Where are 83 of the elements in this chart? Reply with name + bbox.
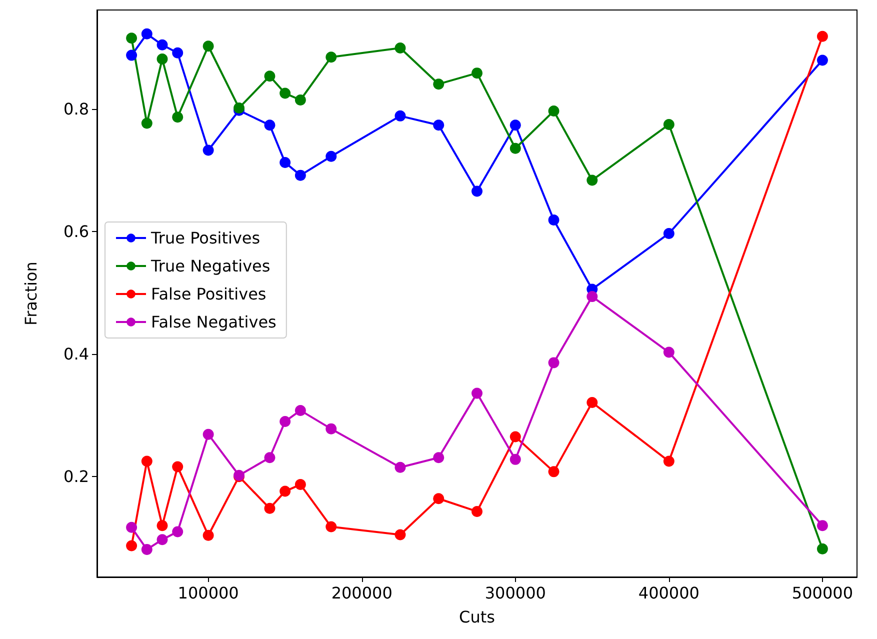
point bbox=[280, 156, 291, 168]
point bbox=[663, 456, 674, 467]
point bbox=[548, 106, 560, 117]
point bbox=[294, 404, 306, 416]
point bbox=[141, 544, 152, 555]
point bbox=[141, 28, 152, 40]
point bbox=[394, 110, 406, 122]
point bbox=[264, 120, 276, 131]
point bbox=[326, 521, 337, 532]
point bbox=[510, 142, 521, 154]
point bbox=[234, 102, 245, 114]
legend-label: False Positives bbox=[151, 284, 266, 304]
point bbox=[326, 52, 337, 63]
point bbox=[156, 53, 168, 64]
point bbox=[156, 534, 168, 546]
point bbox=[816, 543, 828, 554]
point bbox=[141, 118, 152, 129]
point bbox=[816, 54, 828, 66]
point bbox=[433, 78, 444, 90]
point bbox=[141, 456, 152, 467]
point bbox=[548, 466, 560, 478]
point bbox=[156, 39, 168, 50]
point bbox=[472, 388, 482, 399]
point bbox=[156, 520, 168, 532]
point bbox=[510, 454, 521, 465]
x-tick-label: 200000 bbox=[331, 584, 392, 602]
y-axis-title: Fraction bbox=[22, 262, 40, 326]
point bbox=[548, 357, 560, 368]
point bbox=[264, 502, 276, 514]
x-tick-label: 500000 bbox=[792, 584, 853, 602]
point bbox=[472, 68, 482, 79]
legend-label: True Negatives bbox=[150, 256, 270, 276]
point bbox=[280, 88, 291, 99]
point bbox=[126, 540, 138, 552]
point bbox=[663, 119, 674, 130]
point bbox=[510, 431, 521, 442]
x-tick-label: 400000 bbox=[638, 584, 700, 602]
point bbox=[472, 506, 482, 517]
point bbox=[586, 291, 598, 302]
point bbox=[472, 186, 482, 197]
point bbox=[394, 529, 406, 540]
point bbox=[433, 493, 444, 504]
point bbox=[172, 526, 184, 538]
point bbox=[816, 30, 828, 42]
point bbox=[264, 452, 276, 464]
point bbox=[294, 94, 306, 106]
point bbox=[816, 520, 828, 532]
point bbox=[663, 228, 674, 239]
x-tick-label: 300000 bbox=[484, 584, 546, 602]
point bbox=[294, 479, 306, 490]
point bbox=[586, 174, 598, 186]
point bbox=[394, 462, 406, 473]
point bbox=[172, 112, 184, 123]
point bbox=[202, 144, 214, 156]
y-tick-label: 0.2 bbox=[64, 467, 89, 486]
point bbox=[548, 214, 560, 226]
point bbox=[202, 40, 214, 52]
point bbox=[510, 120, 521, 131]
point bbox=[280, 416, 291, 427]
y-tick-label: 0.6 bbox=[64, 222, 89, 242]
legend-label: True Positives bbox=[150, 228, 260, 248]
legend-label: False Negatives bbox=[151, 312, 276, 332]
point bbox=[433, 120, 444, 131]
point bbox=[586, 396, 598, 408]
point bbox=[326, 423, 337, 434]
point bbox=[172, 47, 184, 58]
point bbox=[172, 461, 184, 472]
x-tick-label: 100000 bbox=[178, 584, 239, 602]
point bbox=[126, 32, 138, 44]
point bbox=[202, 428, 214, 440]
y-tick-label: 0.4 bbox=[64, 344, 89, 364]
point bbox=[294, 170, 306, 181]
point bbox=[126, 522, 138, 533]
point bbox=[326, 150, 337, 162]
point bbox=[202, 530, 214, 541]
point bbox=[394, 42, 406, 54]
point bbox=[126, 50, 138, 61]
point bbox=[433, 452, 444, 464]
point bbox=[663, 346, 674, 358]
y-tick-label: 0.8 bbox=[64, 100, 89, 119]
x-axis-title: Cuts bbox=[459, 608, 495, 626]
point bbox=[264, 70, 276, 82]
point bbox=[280, 486, 291, 497]
